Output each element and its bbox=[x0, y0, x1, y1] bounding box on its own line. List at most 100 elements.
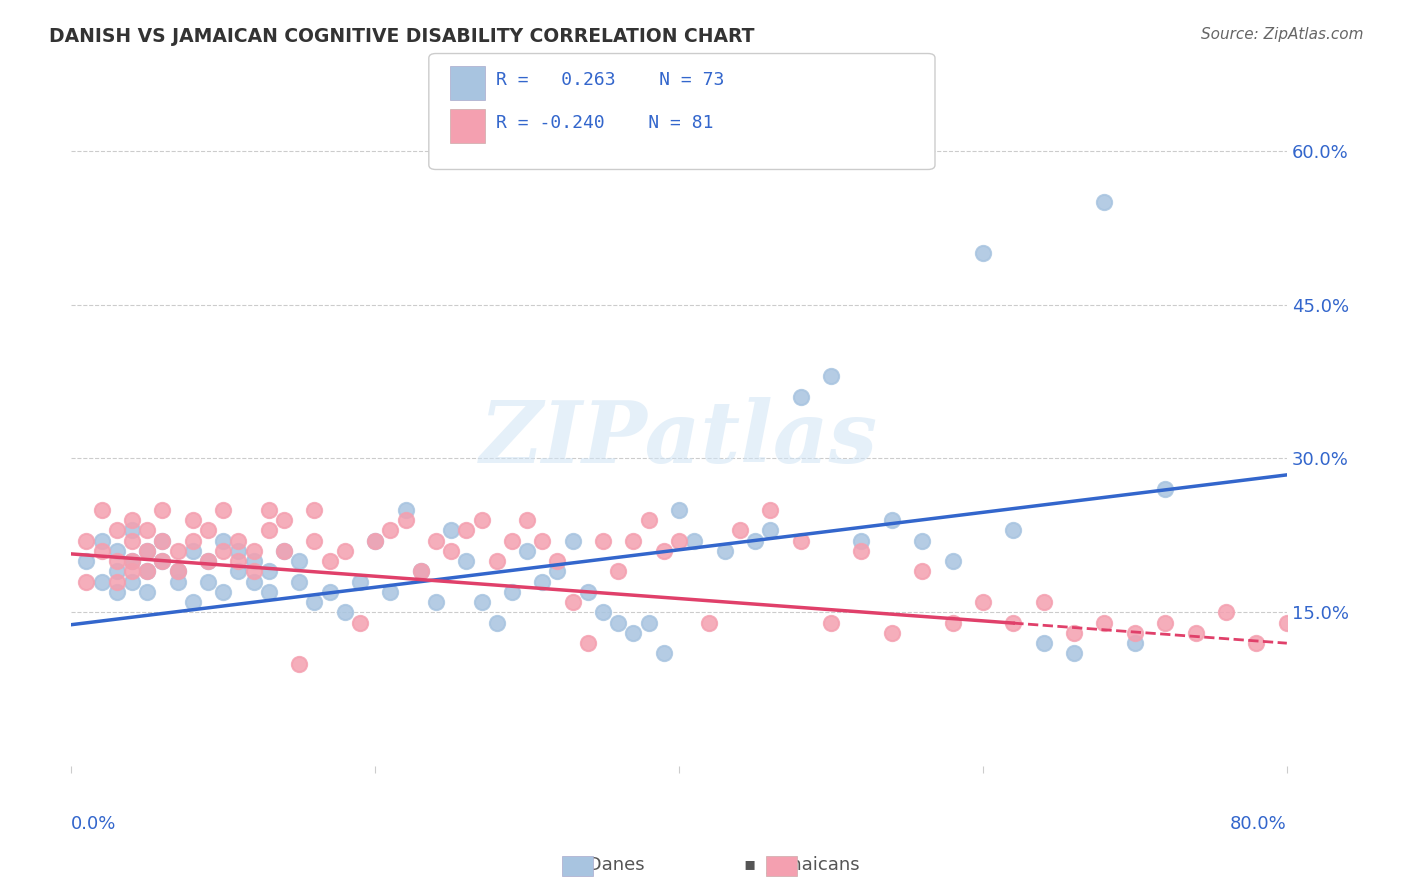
Point bbox=[880, 626, 903, 640]
Point bbox=[273, 544, 295, 558]
Point bbox=[136, 565, 159, 579]
Point bbox=[364, 533, 387, 548]
Point bbox=[1154, 615, 1177, 630]
Point bbox=[576, 585, 599, 599]
Point bbox=[1246, 636, 1268, 650]
Point bbox=[273, 513, 295, 527]
Point bbox=[531, 533, 554, 548]
Point bbox=[820, 615, 842, 630]
Point bbox=[440, 544, 463, 558]
Point bbox=[90, 533, 112, 548]
Point bbox=[637, 615, 659, 630]
Point bbox=[349, 615, 371, 630]
Point bbox=[623, 626, 645, 640]
Point bbox=[136, 544, 159, 558]
Point bbox=[911, 565, 934, 579]
Point bbox=[561, 533, 583, 548]
Point bbox=[668, 502, 690, 516]
Point bbox=[1094, 615, 1116, 630]
Point bbox=[592, 533, 614, 548]
Point bbox=[257, 502, 280, 516]
Point bbox=[75, 554, 97, 568]
Point bbox=[105, 544, 128, 558]
Point bbox=[789, 390, 811, 404]
Point bbox=[485, 554, 508, 568]
Point bbox=[90, 574, 112, 589]
Point bbox=[759, 524, 782, 538]
Point bbox=[485, 615, 508, 630]
Point bbox=[333, 544, 356, 558]
Point bbox=[380, 524, 402, 538]
Point bbox=[105, 554, 128, 568]
Point bbox=[789, 533, 811, 548]
Point bbox=[121, 524, 143, 538]
Point bbox=[105, 565, 128, 579]
Point bbox=[257, 585, 280, 599]
Point bbox=[228, 565, 250, 579]
Point bbox=[75, 574, 97, 589]
Point bbox=[576, 636, 599, 650]
Point bbox=[212, 544, 235, 558]
Point bbox=[288, 657, 311, 671]
Point bbox=[197, 554, 219, 568]
Point bbox=[242, 565, 264, 579]
Point bbox=[136, 544, 159, 558]
Point bbox=[1032, 595, 1054, 609]
Point bbox=[242, 554, 264, 568]
Point bbox=[333, 606, 356, 620]
Point bbox=[152, 533, 174, 548]
Point bbox=[637, 513, 659, 527]
Point bbox=[166, 565, 188, 579]
Point bbox=[759, 502, 782, 516]
Point bbox=[607, 565, 630, 579]
Point bbox=[181, 544, 204, 558]
Point bbox=[1215, 606, 1237, 620]
Point bbox=[288, 574, 311, 589]
Point bbox=[683, 533, 706, 548]
Point bbox=[851, 533, 873, 548]
Point bbox=[456, 554, 478, 568]
Point bbox=[364, 533, 387, 548]
Point bbox=[228, 544, 250, 558]
Point bbox=[744, 533, 766, 548]
Point bbox=[90, 502, 112, 516]
Point bbox=[75, 533, 97, 548]
Point bbox=[304, 502, 326, 516]
Point bbox=[1002, 615, 1025, 630]
Point bbox=[121, 513, 143, 527]
Point bbox=[851, 544, 873, 558]
Point bbox=[880, 513, 903, 527]
Point bbox=[121, 533, 143, 548]
Point bbox=[304, 595, 326, 609]
Point bbox=[349, 574, 371, 589]
Text: Source: ZipAtlas.com: Source: ZipAtlas.com bbox=[1201, 27, 1364, 42]
Text: 80.0%: 80.0% bbox=[1230, 815, 1286, 833]
Point bbox=[152, 554, 174, 568]
Point bbox=[1063, 626, 1085, 640]
Point bbox=[941, 554, 963, 568]
Point bbox=[440, 524, 463, 538]
Point bbox=[257, 565, 280, 579]
Point bbox=[425, 595, 447, 609]
Point bbox=[409, 565, 432, 579]
Text: R =   0.263    N = 73: R = 0.263 N = 73 bbox=[496, 71, 724, 89]
Point bbox=[592, 606, 614, 620]
Point bbox=[1184, 626, 1206, 640]
Point bbox=[1123, 636, 1146, 650]
Point bbox=[212, 585, 235, 599]
Point bbox=[181, 533, 204, 548]
Point bbox=[288, 554, 311, 568]
Text: DANISH VS JAMAICAN COGNITIVE DISABILITY CORRELATION CHART: DANISH VS JAMAICAN COGNITIVE DISABILITY … bbox=[49, 27, 755, 45]
Point bbox=[105, 574, 128, 589]
Point bbox=[121, 554, 143, 568]
Point bbox=[90, 544, 112, 558]
Point bbox=[380, 585, 402, 599]
Point bbox=[728, 524, 751, 538]
Point bbox=[228, 554, 250, 568]
Point bbox=[911, 533, 934, 548]
Point bbox=[304, 533, 326, 548]
Point bbox=[197, 524, 219, 538]
Point bbox=[1002, 524, 1025, 538]
Point bbox=[136, 565, 159, 579]
Point bbox=[166, 565, 188, 579]
